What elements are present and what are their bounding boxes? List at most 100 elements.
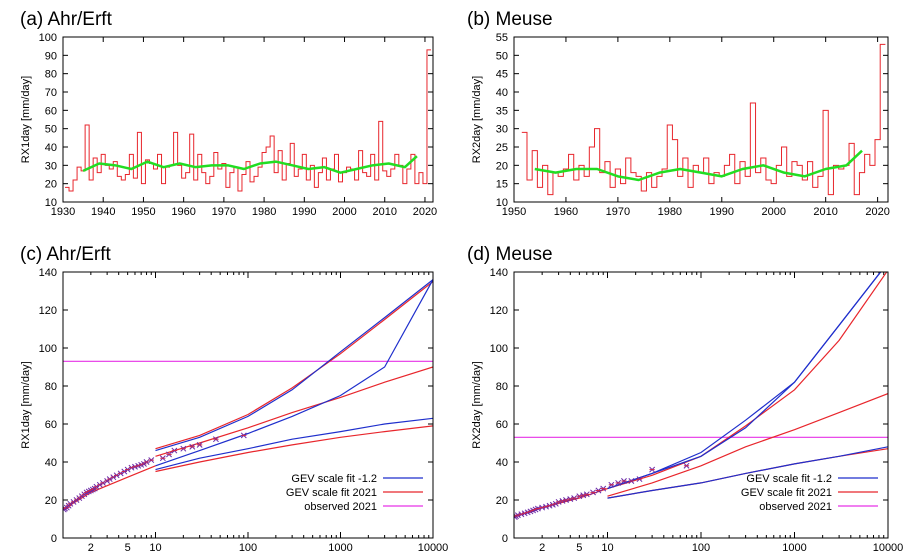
x-tick-label: 10000 [418,542,449,552]
observation-point [608,481,615,488]
y-tick-label: 10 [496,197,508,209]
observation-point [180,445,187,452]
plot-area [65,49,431,192]
y-tick-label: 60 [45,419,57,431]
y-tick-label: 45 [496,69,508,81]
y-tick-label: 40 [496,87,508,99]
x-tick-label: 1940 [91,206,115,218]
fit-cov-upper-bound [155,279,433,452]
y-axis-label: RX2day [mm/day] [471,361,483,448]
y-tick-label: 50 [45,124,57,136]
observation-point [559,497,566,504]
fit-2021-central-line [155,366,433,457]
x-tick-label: 2 [539,542,545,552]
x-tick-label: 1980 [252,206,276,218]
y-tick-label: 80 [496,381,508,393]
observation-point [649,466,656,473]
y-tick-label: 50 [496,50,508,62]
observation-point [543,503,549,510]
plot-frame [62,271,434,539]
y-tick-label: 80 [45,69,57,81]
plot-frame [513,271,889,539]
fit-low-return-line [63,465,156,511]
observation-point [563,497,569,503]
x-tick-label: 2020 [865,206,889,218]
legend-label: GEV scale fit -1.2 [746,473,832,485]
observed-series-line [65,49,431,192]
x-tick-label: 10000 [873,542,904,552]
fit-cov-central-line [155,279,433,467]
plot-area [63,279,433,513]
observation-point [148,457,155,464]
x-tick-label: 1970 [212,206,236,218]
y-tick-label: 140 [490,267,508,279]
observation-point [534,505,541,512]
y-tick-label: 100 [39,343,57,355]
legend-label: observed 2021 [759,501,832,513]
x-tick-label: 2000 [332,206,356,218]
plot-frame [62,36,434,203]
y-tick-label: 70 [45,87,57,99]
x-tick-label: 2000 [761,206,785,218]
chart-panel-a: (a) Ahr/Erft RX1day [mm/day] 10 20 30 40 50 60 7… [20,9,437,218]
observation-point [539,504,546,511]
y-tick-label: 25 [496,142,508,154]
y-tick-label: 20 [45,495,57,507]
x-tick-label: 2020 [413,206,437,218]
observation-point [196,441,203,448]
observation-point [600,485,607,492]
y-axis-label: RX1day [mm/day] [20,76,32,163]
chart-title: (a) Ahr/Erft [20,9,113,30]
y-tick-label: 40 [45,457,57,469]
x-tick-label: 1980 [658,206,682,218]
observation-point [590,489,596,496]
observation-point [628,478,635,484]
y-tick-label: 100 [39,32,57,44]
y-tick-label: 20 [496,160,508,172]
x-tick-label: 100 [239,542,257,552]
legend: GEV scale fit -1.2 GEV scale fit 2021 obse… [741,473,878,513]
fit-2021-lower-bound [155,425,433,473]
smoothed-series-line [82,155,418,174]
x-tick-label: 2 [88,542,94,552]
fit-cov-lower-bound [155,417,433,471]
x-tick-label: 2010 [813,206,837,218]
chart-title: (c) Ahr/Erft [20,244,112,265]
fit-cov-central-line [607,272,882,490]
x-tick-label: 5 [576,542,582,552]
y-tick-label: 40 [496,457,508,469]
observation-point [128,464,135,471]
legend-label: GEV scale fit -1.2 [291,473,377,485]
legend-label: observed 2021 [304,501,377,513]
x-tick-label: 1970 [606,206,630,218]
y-tick-label: 60 [496,419,508,431]
x-tick-label: 1990 [710,206,734,218]
x-tick-label: 1930 [51,206,75,218]
plot-area [521,43,886,196]
y-tick-label: 20 [45,179,57,191]
observation-point [159,455,166,462]
y-tick-label: 120 [39,305,57,317]
observed-series-line [521,43,886,196]
x-tick-label: 100 [692,542,710,552]
plot-frame [513,36,889,203]
y-tick-label: 90 [45,50,57,62]
fit-cov-lower-bound [607,446,888,499]
fit-2021-upper-bound [607,272,888,490]
x-tick-label: 1960 [554,206,578,218]
y-tick-label: 30 [496,124,508,136]
plot-area [514,272,888,521]
x-tick-label: 1000 [782,542,806,552]
x-tick-label: 1950 [131,206,155,218]
observation-point [143,459,150,465]
observation-point [240,432,247,439]
legend-label: GEV scale fit 2021 [286,487,377,499]
observation-point [595,487,602,494]
x-tick-label: 5 [125,542,131,552]
x-tick-label: 10 [149,542,161,552]
y-tick-label: 20 [496,495,508,507]
observation-point [212,436,219,443]
y-tick-label: 120 [490,305,508,317]
observation-point [514,512,521,519]
